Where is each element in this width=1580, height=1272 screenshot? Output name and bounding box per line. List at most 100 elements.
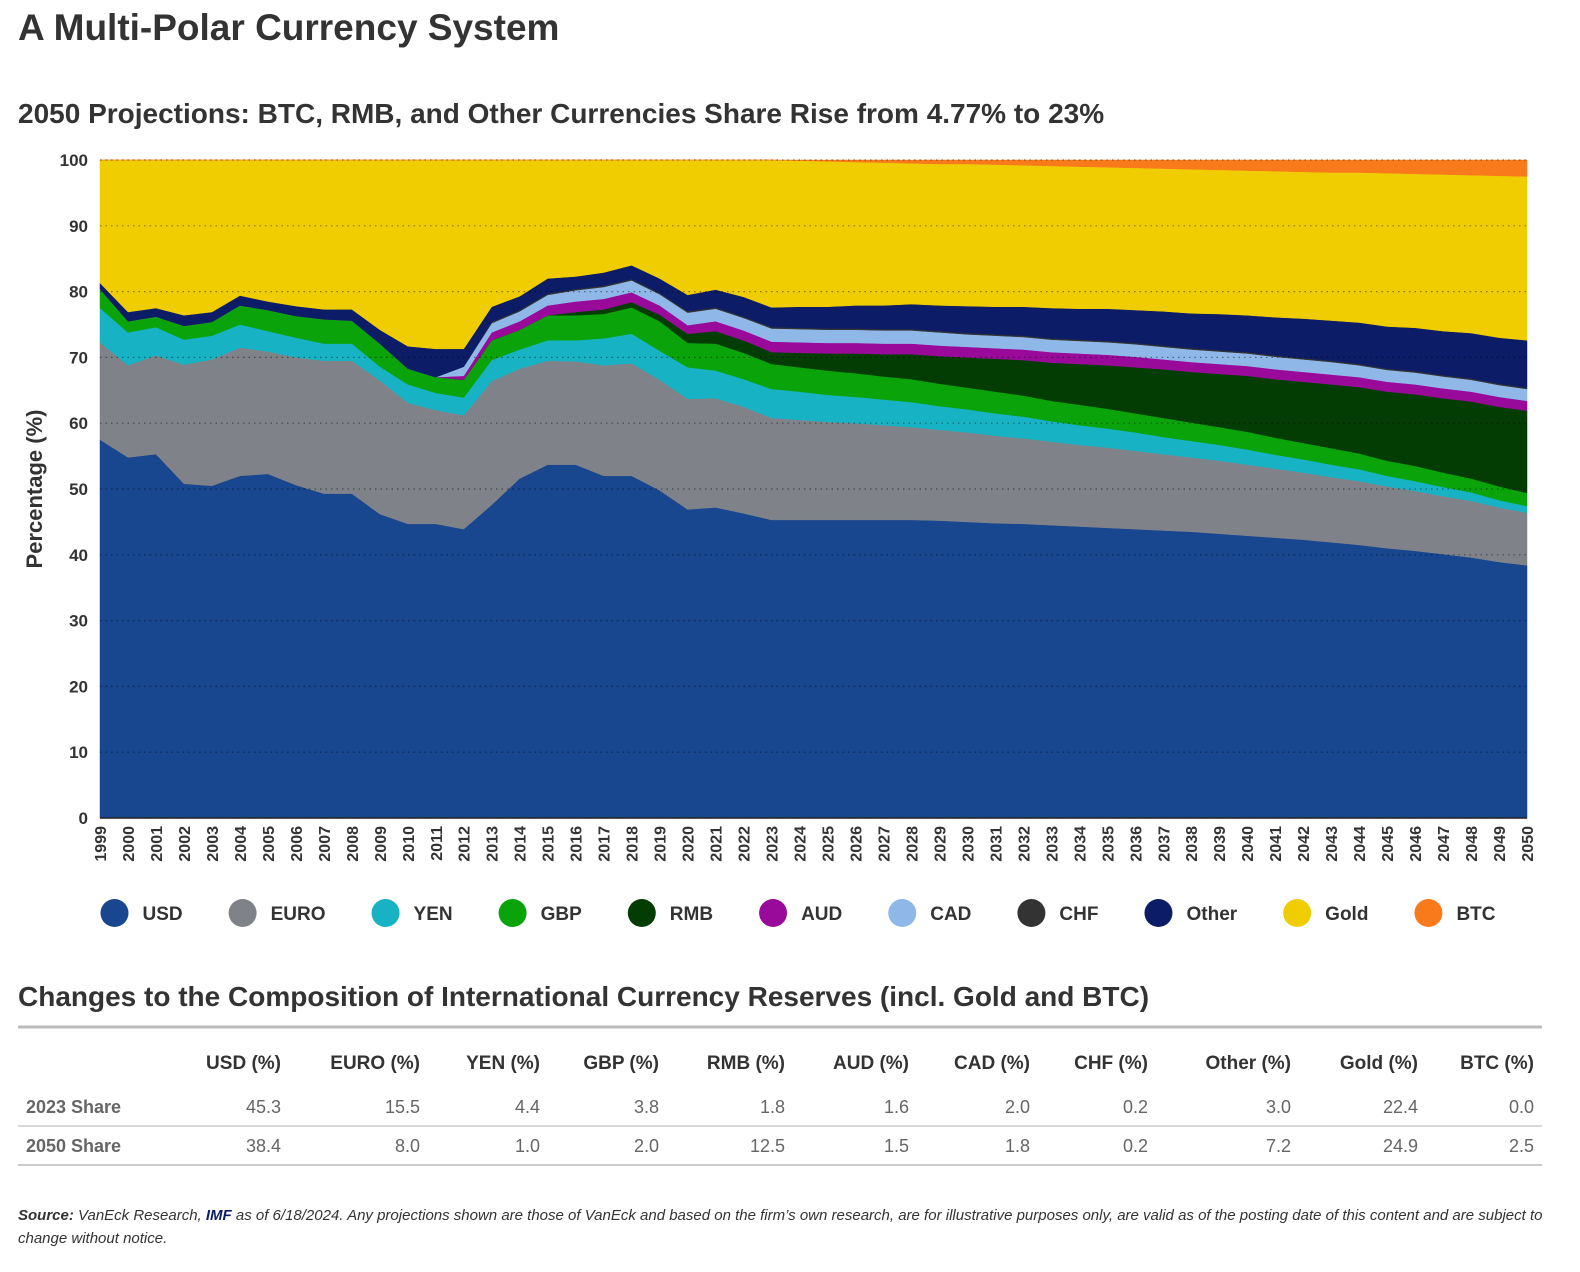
legend-swatch — [1017, 899, 1046, 927]
x-tick-label: 2018 — [625, 826, 642, 862]
legend-swatch — [371, 899, 400, 927]
chart-subtitle: 2050 Projections: BTC, RMB, and Other Cu… — [18, 98, 1104, 129]
legend-swatch — [627, 899, 656, 927]
x-tick-label: 2033 — [1044, 826, 1061, 862]
x-tick-label: 2042 — [1296, 826, 1313, 862]
x-tick-label: 2036 — [1128, 826, 1145, 862]
source-text: VanEck Research, — [78, 1207, 202, 1224]
table-cell: 1.8 — [1005, 1136, 1030, 1156]
table-cell: 1.6 — [884, 1097, 909, 1117]
x-tick-label: 2021 — [709, 826, 726, 862]
legend-swatch — [228, 899, 257, 927]
x-tick-label: 2006 — [289, 826, 306, 862]
legend-label: USD — [142, 904, 182, 925]
table-cell: 8.0 — [395, 1136, 420, 1156]
table-header: BTC (%) — [1460, 1053, 1534, 1074]
y-tick-label: 40 — [69, 546, 88, 565]
y-tick-label: 10 — [69, 743, 88, 762]
x-tick-label: 2032 — [1016, 826, 1033, 862]
table-cell: 45.3 — [246, 1097, 281, 1117]
x-tick-label: 2046 — [1408, 826, 1425, 862]
legend-swatch — [498, 899, 527, 927]
legend-swatch — [1414, 899, 1443, 927]
x-tick-label: 2009 — [373, 826, 390, 862]
x-tick-label: 2000 — [121, 826, 138, 862]
table-cell: 22.4 — [1383, 1097, 1418, 1117]
x-tick-label: 2029 — [932, 826, 949, 862]
x-tick-label: 2008 — [345, 826, 362, 862]
table-cell: 7.2 — [1266, 1136, 1291, 1156]
table-header: RMB (%) — [707, 1053, 785, 1074]
y-axis-label: Percentage (%) — [22, 410, 47, 569]
table-cell: 2.0 — [634, 1136, 659, 1156]
x-tick-label: 2013 — [485, 826, 502, 862]
table-header: AUD (%) — [833, 1053, 909, 1074]
x-tick-label: 2037 — [1156, 826, 1173, 862]
y-tick-label: 30 — [69, 612, 88, 631]
x-tick-label: 2035 — [1100, 826, 1117, 862]
x-tick-label: 2014 — [513, 826, 530, 862]
legend-label: CAD — [930, 904, 971, 925]
x-tick-label: 2031 — [988, 826, 1005, 862]
x-tick-label: 2007 — [317, 826, 334, 862]
x-tick-label: 2025 — [820, 826, 837, 862]
x-tick-label: 2001 — [149, 826, 166, 862]
x-tick-label: 2047 — [1436, 826, 1453, 862]
y-tick-label: 60 — [69, 414, 88, 433]
legend-label: Gold — [1325, 904, 1368, 925]
table-cell: 1.5 — [884, 1136, 909, 1156]
legend-label: RMB — [670, 904, 713, 925]
legend: USD EURO YEN GBP RMB AUD CAD CHF Other Gold BTC — [100, 899, 1496, 927]
y-tick-label: 90 — [69, 217, 88, 236]
x-tick-label: 1999 — [93, 826, 110, 862]
table-cell: 1.0 — [515, 1136, 540, 1156]
x-tick-label: 2030 — [960, 826, 977, 862]
x-tick-label: 2048 — [1464, 826, 1481, 862]
table-cell: 24.9 — [1383, 1136, 1418, 1156]
x-tick-label: 2003 — [205, 826, 222, 862]
table-cell: 38.4 — [246, 1136, 281, 1156]
legend-label: GBP — [541, 904, 583, 925]
source-note: as of 6/18/2024. Any projections shown a… — [18, 1207, 1543, 1247]
x-tick-label: 2015 — [541, 826, 558, 862]
legend-label: AUD — [801, 904, 842, 925]
x-tick-label: 2019 — [653, 826, 670, 862]
table-cell: 2.5 — [1509, 1136, 1534, 1156]
x-tick-label: 2040 — [1240, 826, 1257, 862]
x-tick-label: 2026 — [848, 826, 865, 862]
y-tick-label: 80 — [69, 283, 88, 302]
x-tick-label: 2038 — [1184, 826, 1201, 862]
area — [100, 159, 1528, 177]
legend-swatch — [1144, 899, 1173, 927]
table-cell: 4.4 — [515, 1097, 540, 1117]
table-header: CHF (%) — [1074, 1053, 1148, 1074]
table-cell: 0.0 — [1509, 1097, 1534, 1117]
y-tick-label: 20 — [69, 677, 88, 696]
legend-swatch — [888, 899, 917, 927]
table-header: Gold (%) — [1340, 1053, 1418, 1074]
legend-label: CHF — [1059, 904, 1098, 925]
x-tick-label: 2020 — [681, 826, 698, 862]
chart-title: A Multi-Polar Currency System — [18, 7, 559, 48]
legend-label: Other — [1186, 904, 1237, 925]
x-tick-label: 2044 — [1352, 826, 1369, 862]
legend-swatch — [100, 899, 129, 927]
table-cell: 3.0 — [1266, 1097, 1291, 1117]
x-tick-label: 2028 — [904, 826, 921, 862]
legend-label: EURO — [271, 904, 326, 925]
x-tick-label: 2023 — [765, 826, 782, 862]
x-tick-label: 2027 — [876, 826, 893, 862]
y-tick-label: 100 — [60, 151, 88, 170]
legend-label: YEN — [414, 904, 453, 925]
x-tick-label: 2012 — [457, 826, 474, 862]
table-header: GBP (%) — [583, 1053, 659, 1074]
x-tick-label: 2034 — [1072, 826, 1089, 862]
source-link: IMF — [205, 1207, 232, 1224]
source-label: Source: — [18, 1207, 74, 1224]
table-cell: 1.8 — [760, 1097, 785, 1117]
x-tick-label: 2049 — [1492, 826, 1509, 862]
x-tick-label: 2016 — [569, 826, 586, 862]
x-tick-label: 2004 — [233, 826, 250, 862]
x-tick-label: 2002 — [177, 826, 194, 862]
